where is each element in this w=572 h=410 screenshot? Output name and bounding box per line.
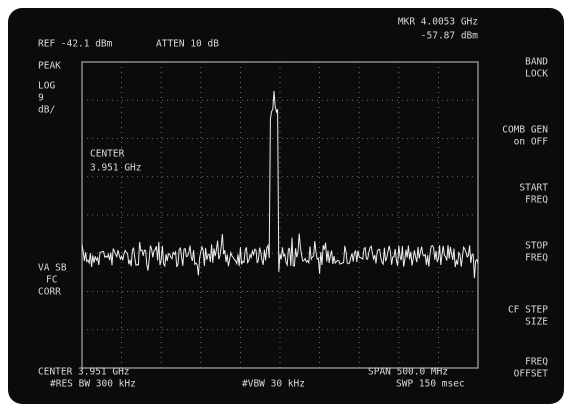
marker-level: -57.87 dBm [421, 31, 478, 42]
vbw: #VBW 30 kHz [242, 379, 305, 390]
softkey-label[interactable]: SIZE [525, 317, 548, 328]
softkey-label[interactable]: START [519, 183, 548, 194]
span: SPAN 500.0 MHz [368, 367, 448, 378]
softkey-label[interactable]: STOP [525, 241, 548, 252]
softkey-label[interactable]: BAND [525, 57, 548, 68]
scale-value: 9 [38, 93, 44, 104]
softkey-label[interactable]: CF STEP [508, 305, 548, 316]
softkey-label[interactable]: LOCK [525, 69, 548, 80]
page: REF -42.1 dBm ATTEN 10 dB MKR 4.0053 GHz… [0, 0, 572, 410]
mode-label: VA SB [38, 263, 67, 274]
softkey-label[interactable]: FREQ [525, 253, 548, 264]
softkey-label[interactable]: on OFF [514, 137, 549, 148]
center-freq: CENTER 3.951 GHz [38, 367, 130, 378]
marker-freq: MKR 4.0053 GHz [398, 17, 478, 28]
screen: REF -42.1 dBm ATTEN 10 dB MKR 4.0053 GHz… [0, 0, 572, 410]
scale-mode: LOG [38, 81, 55, 92]
annotation: 3.951 GHz [90, 163, 141, 174]
res-bw: #RES BW 300 kHz [50, 379, 136, 390]
sweep-time: SWP 150 msec [396, 379, 465, 390]
softkey-label[interactable]: FREQ [525, 357, 548, 368]
attenuation: ATTEN 10 dB [156, 39, 219, 50]
annotation: CENTER [90, 149, 125, 160]
ref-level: REF -42.1 dBm [38, 39, 113, 50]
softkey-label[interactable]: COMB GEN [502, 125, 548, 136]
scale-unit: dB/ [38, 105, 55, 116]
screen-bg [8, 8, 564, 404]
mode-label: CORR [38, 287, 61, 298]
softkey-label[interactable]: FREQ [525, 195, 548, 206]
softkey-label[interactable]: OFFSET [514, 369, 549, 380]
detector: PEAK [38, 61, 61, 72]
mode-label: FC [46, 275, 57, 286]
